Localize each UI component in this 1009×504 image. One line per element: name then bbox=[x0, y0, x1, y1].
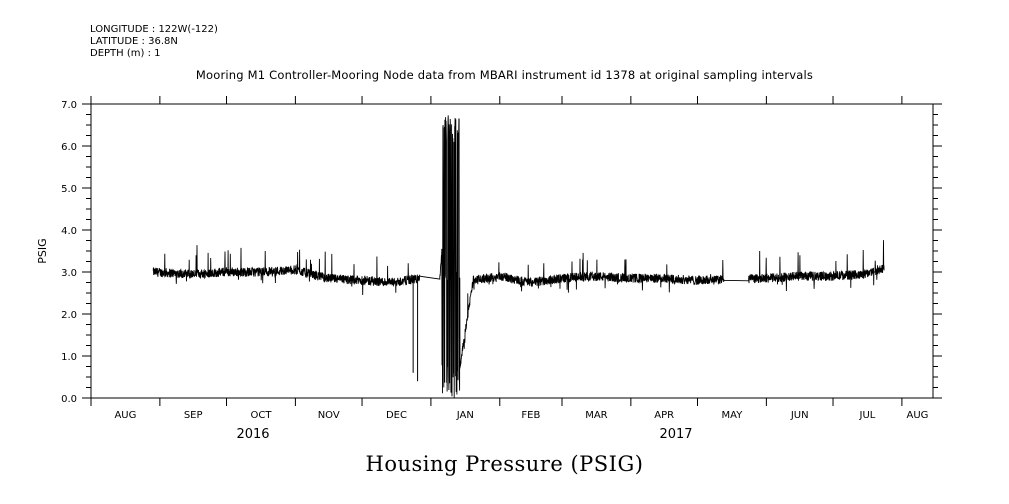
x-year-label: 2017 bbox=[659, 427, 692, 442]
chart-series bbox=[152, 115, 885, 399]
x-month-label: JUL bbox=[859, 410, 876, 421]
y-tick-label: 6.0 bbox=[61, 142, 77, 153]
chart-labels: 0.0 1.0 2.0 3.0 4.0 5.0 6.0 7.0 AUG SEP OCT NOV DEC J… bbox=[36, 100, 928, 442]
chart-axes bbox=[82, 96, 942, 406]
chart-title: Mooring M1 Controller-Mooring Node data … bbox=[195, 68, 814, 82]
x-month-label: MAY bbox=[722, 410, 744, 421]
y-tick-label: 3.0 bbox=[61, 268, 77, 279]
series-line bbox=[152, 115, 885, 399]
x-month-label: APR bbox=[654, 410, 674, 421]
longitude-label: LONGITUDE : 122W(-122) bbox=[90, 24, 218, 35]
y-tick-label: 4.0 bbox=[61, 226, 77, 237]
x-year-label: 2016 bbox=[236, 427, 269, 442]
footer-title: Housing Pressure (PSIG) bbox=[365, 452, 644, 476]
x-month-label: AUG bbox=[114, 410, 136, 421]
metadata-block: LONGITUDE : 122W(-122) LATITUDE : 36.8N … bbox=[90, 24, 218, 60]
latitude-label: LATITUDE : 36.8N bbox=[90, 36, 178, 47]
depth-label: DEPTH (m) : 1 bbox=[90, 48, 161, 59]
x-month-label: DEC bbox=[386, 410, 407, 421]
y-tick-label: 7.0 bbox=[61, 100, 77, 111]
x-month-label: OCT bbox=[250, 410, 272, 421]
x-month-label: JUN bbox=[790, 410, 809, 421]
x-month-label: JAN bbox=[456, 410, 474, 421]
plot-frame bbox=[90, 103, 934, 399]
x-month-label: SEP bbox=[184, 410, 203, 421]
y-axis-label: PSIG bbox=[36, 238, 49, 263]
y-tick-label: 0.0 bbox=[61, 394, 77, 405]
x-month-label: AUG bbox=[906, 410, 928, 421]
y-tick-label: 2.0 bbox=[61, 310, 77, 321]
x-month-label: MAR bbox=[585, 410, 607, 421]
x-month-label: NOV bbox=[318, 410, 340, 421]
y-tick-label: 1.0 bbox=[61, 352, 77, 363]
x-month-label: FEB bbox=[521, 410, 540, 421]
y-tick-label: 5.0 bbox=[61, 184, 77, 195]
